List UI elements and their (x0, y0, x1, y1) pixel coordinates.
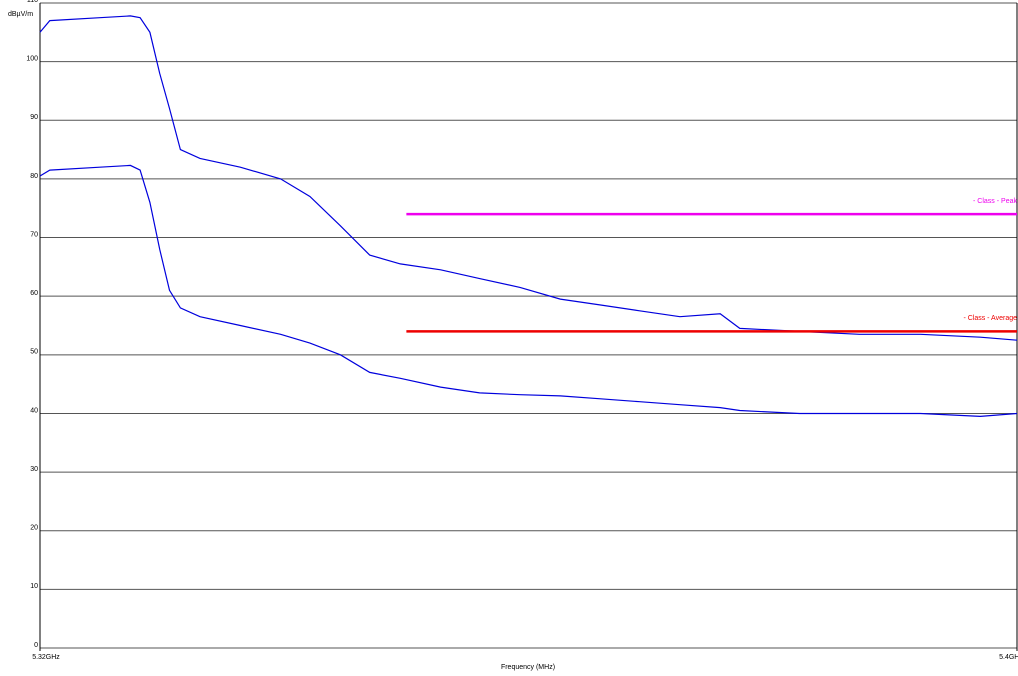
y-tick-label: 110 (27, 0, 38, 4)
y-tick-label: 50 (30, 349, 38, 356)
limit-label: - Class - Peak (973, 198, 1017, 205)
trace (39, 164, 1018, 418)
x-axis-label: Frequency (MHz) (501, 664, 555, 671)
y-tick-label: 0 (34, 642, 38, 649)
x-tick-label: 5.4GHz (999, 654, 1018, 661)
y-tick-label: 100 (26, 55, 38, 62)
y-tick-label: 60 (30, 290, 38, 297)
y-tick-label: 80 (30, 173, 38, 180)
y-tick-label: 90 (30, 114, 38, 121)
y-tick-label: 20 (30, 525, 38, 532)
y-tick-label: 10 (30, 583, 38, 590)
y-tick-label: 40 (30, 407, 38, 414)
y-tick-label: 30 (30, 466, 38, 473)
limit-label: - Class - Average (963, 315, 1017, 322)
x-tick-label: 5.32GHz (32, 654, 60, 661)
y-unit: dBµV/m (8, 11, 33, 18)
y-tick-label: 70 (30, 231, 38, 238)
trace (39, 15, 1018, 341)
